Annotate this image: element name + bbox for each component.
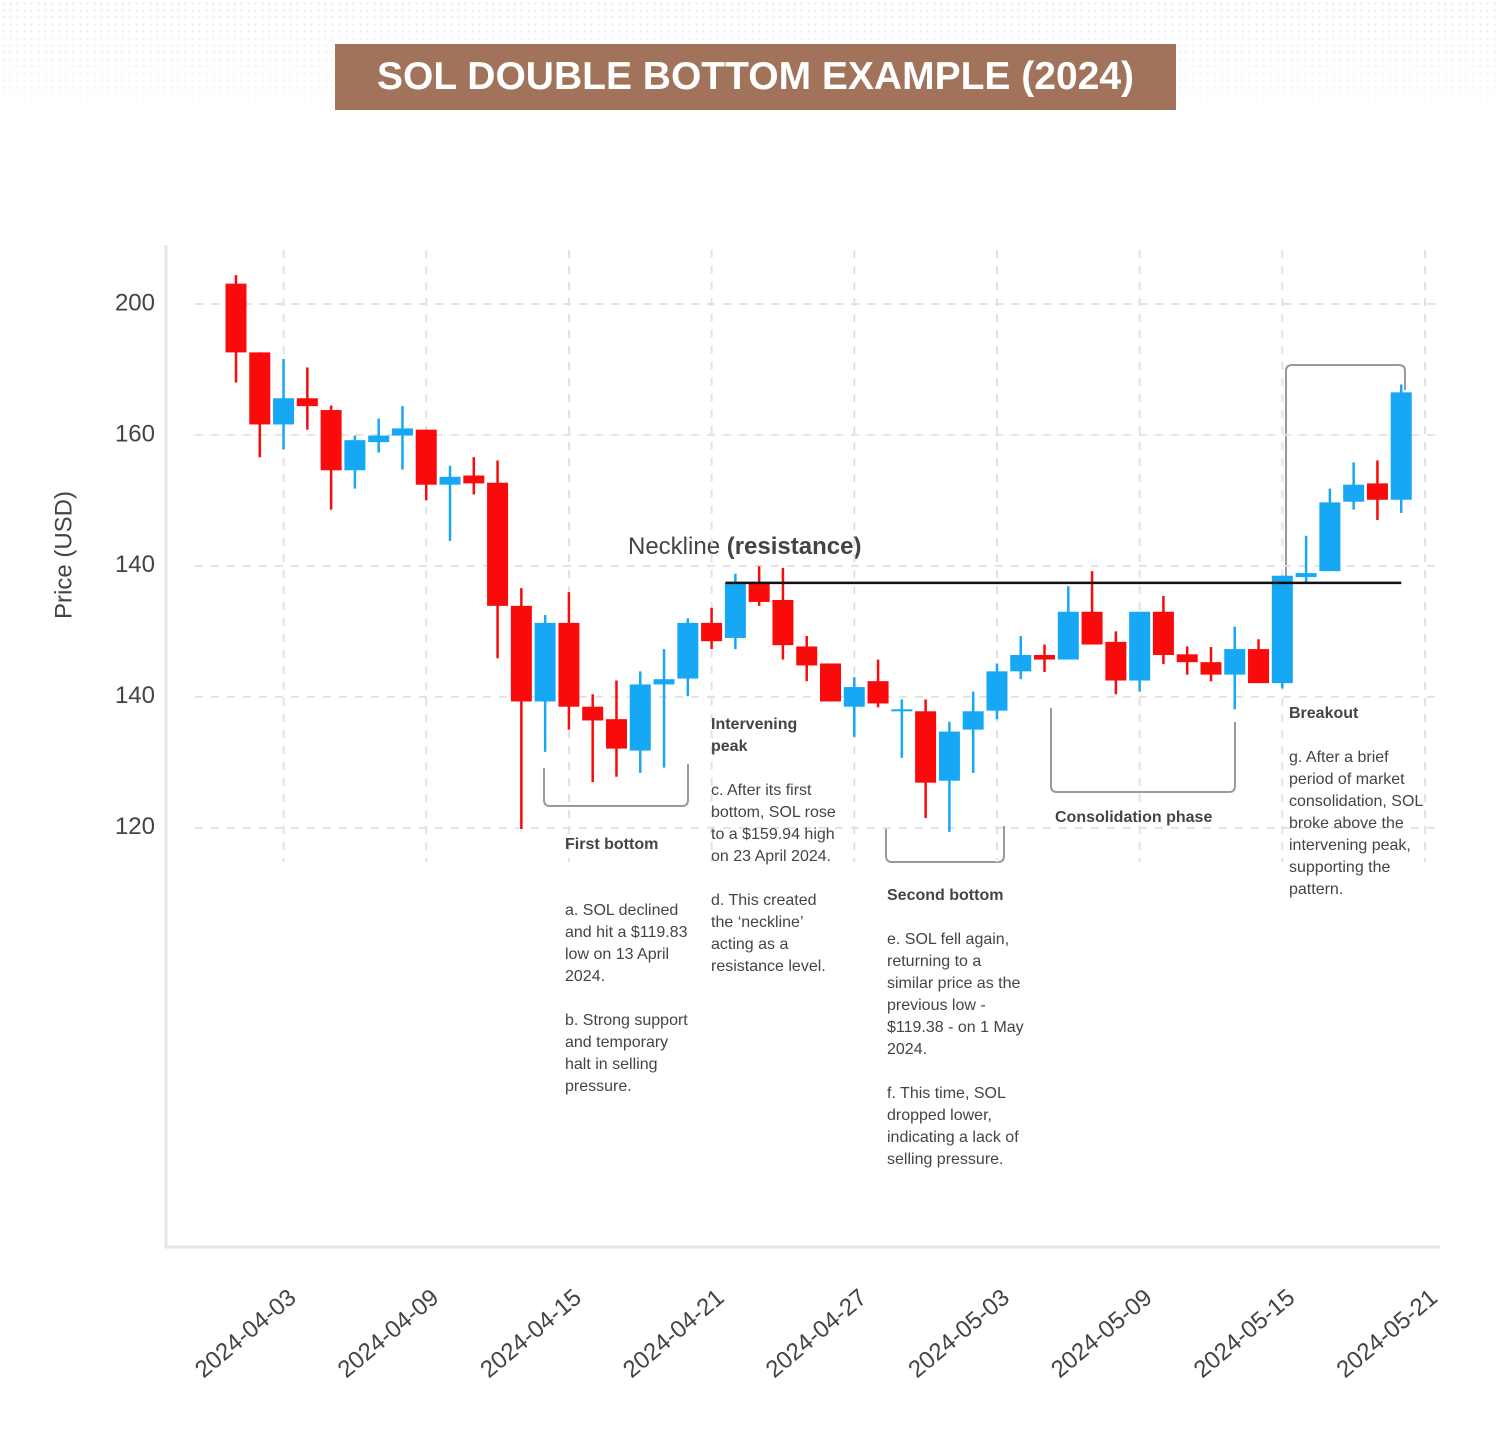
- candle-body: [986, 671, 1008, 711]
- candle-body: [1081, 611, 1103, 645]
- bracket: [543, 764, 689, 807]
- chart-title: SOL DOUBLE BOTTOM EXAMPLE (2024): [335, 44, 1176, 110]
- candle-body: [677, 622, 699, 679]
- annotation: Second bottom e. SOL fell again, returni…: [887, 885, 1029, 1171]
- annotation: Breakout g. After a brief period of mark…: [1289, 703, 1437, 901]
- candle-body: [320, 410, 342, 471]
- candle-body: [1366, 483, 1388, 500]
- y-tick-label: 140: [115, 682, 155, 709]
- x-tick-label: 2024-04-03: [190, 1284, 301, 1384]
- x-tick-label: 2024-04-21: [618, 1284, 729, 1384]
- annotation: Intervening peak c. After its first bott…: [711, 714, 839, 978]
- candle-body: [487, 482, 509, 606]
- candle-body: [344, 440, 366, 471]
- candle-body: [534, 622, 556, 702]
- candle-body: [605, 719, 627, 749]
- candle-body: [1248, 649, 1270, 684]
- annotation-text: e. SOL fell again, returning to a simila…: [887, 931, 1024, 1058]
- annotation-text: g. After a brief period of market consol…: [1289, 749, 1423, 898]
- candle-body: [891, 709, 913, 712]
- candle-body: [1129, 611, 1151, 681]
- x-tick-label: 2024-05-03: [903, 1284, 1014, 1384]
- candle-body: [1271, 575, 1293, 684]
- candle-body: [510, 605, 532, 702]
- y-tick-label: 140: [115, 551, 155, 578]
- candle-body: [415, 429, 437, 485]
- annotation-title: Consolidation phase: [1055, 809, 1213, 826]
- y-axis-label: Price (USD): [50, 491, 77, 619]
- candle-body: [1034, 654, 1056, 660]
- candle-body: [225, 283, 247, 353]
- x-tick-label: 2024-05-15: [1189, 1284, 1300, 1384]
- candle-body: [629, 684, 651, 751]
- annotation-title: First bottom: [565, 836, 659, 853]
- candle-body: [463, 475, 485, 484]
- bracket: [1285, 364, 1406, 580]
- candle-body: [1390, 392, 1412, 500]
- bracket: [1050, 708, 1236, 793]
- bracket: [885, 826, 1005, 863]
- y-tick-label: 200: [115, 289, 155, 316]
- x-tick-label: 2024-04-09: [333, 1284, 444, 1384]
- candle-body: [391, 428, 413, 436]
- candle-body: [843, 687, 865, 707]
- annotation-text: a. SOL declined and hit a $119.83 low on…: [565, 902, 688, 985]
- candle-body: [1319, 502, 1341, 572]
- candle-body: [439, 476, 461, 485]
- annotation-title: Second bottom: [887, 887, 1004, 904]
- candle-body: [1176, 654, 1198, 663]
- candle-body: [1224, 649, 1246, 675]
- annotation: Consolidation phase: [1055, 807, 1255, 829]
- candle-body: [724, 582, 746, 638]
- annotation-text: f. This time, SOL dropped lower, indicat…: [887, 1085, 1019, 1168]
- candle-body: [1200, 662, 1222, 675]
- x-tick-label: 2024-05-09: [1046, 1284, 1157, 1384]
- candle-body: [772, 599, 794, 646]
- candle-body: [1105, 641, 1127, 681]
- candle-body: [558, 622, 580, 707]
- annotation-title: Breakout: [1289, 705, 1359, 722]
- x-tick-label: 2024-04-15: [475, 1284, 586, 1384]
- neckline-label-bold: (resistance): [727, 533, 862, 560]
- brackets: [543, 364, 1406, 863]
- annotation: First bottom a. SOL declined and hit a $…: [565, 834, 690, 1098]
- candle-body: [1057, 611, 1079, 660]
- candle-body: [1010, 654, 1032, 672]
- candle-body: [653, 679, 675, 685]
- annotation-text: d. This created the ‘neckline’ acting as…: [711, 892, 826, 975]
- candle-body: [368, 435, 390, 443]
- candle-body: [249, 352, 271, 425]
- candle-body: [296, 398, 318, 407]
- neckline-label: Neckline (resistance): [628, 533, 861, 560]
- x-tick-label: 2024-04-27: [761, 1284, 872, 1384]
- candle-body: [582, 706, 604, 721]
- candle-body: [748, 582, 770, 602]
- candle-body: [796, 646, 818, 666]
- neckline-label-text: Neckline: [628, 533, 720, 560]
- candle-body: [273, 398, 295, 425]
- x-tick-label: 2024-05-21: [1331, 1284, 1442, 1384]
- candle-body: [915, 711, 937, 783]
- candle-body: [1295, 573, 1317, 578]
- candle-body: [962, 711, 984, 730]
- y-tick-label: 120: [115, 813, 155, 840]
- candle-body: [867, 681, 889, 704]
- candle-body: [1343, 484, 1365, 502]
- candle-body: [701, 622, 723, 642]
- candle-body: [938, 731, 960, 781]
- annotation-text: b. Strong support and temporary halt in …: [565, 1012, 688, 1095]
- annotation-title: Intervening peak: [711, 716, 798, 755]
- candle-body: [1152, 611, 1174, 655]
- candle-body: [820, 663, 841, 702]
- y-tick-label: 160: [115, 420, 155, 447]
- annotation-text: c. After its first bottom, SOL rose to a…: [711, 782, 836, 865]
